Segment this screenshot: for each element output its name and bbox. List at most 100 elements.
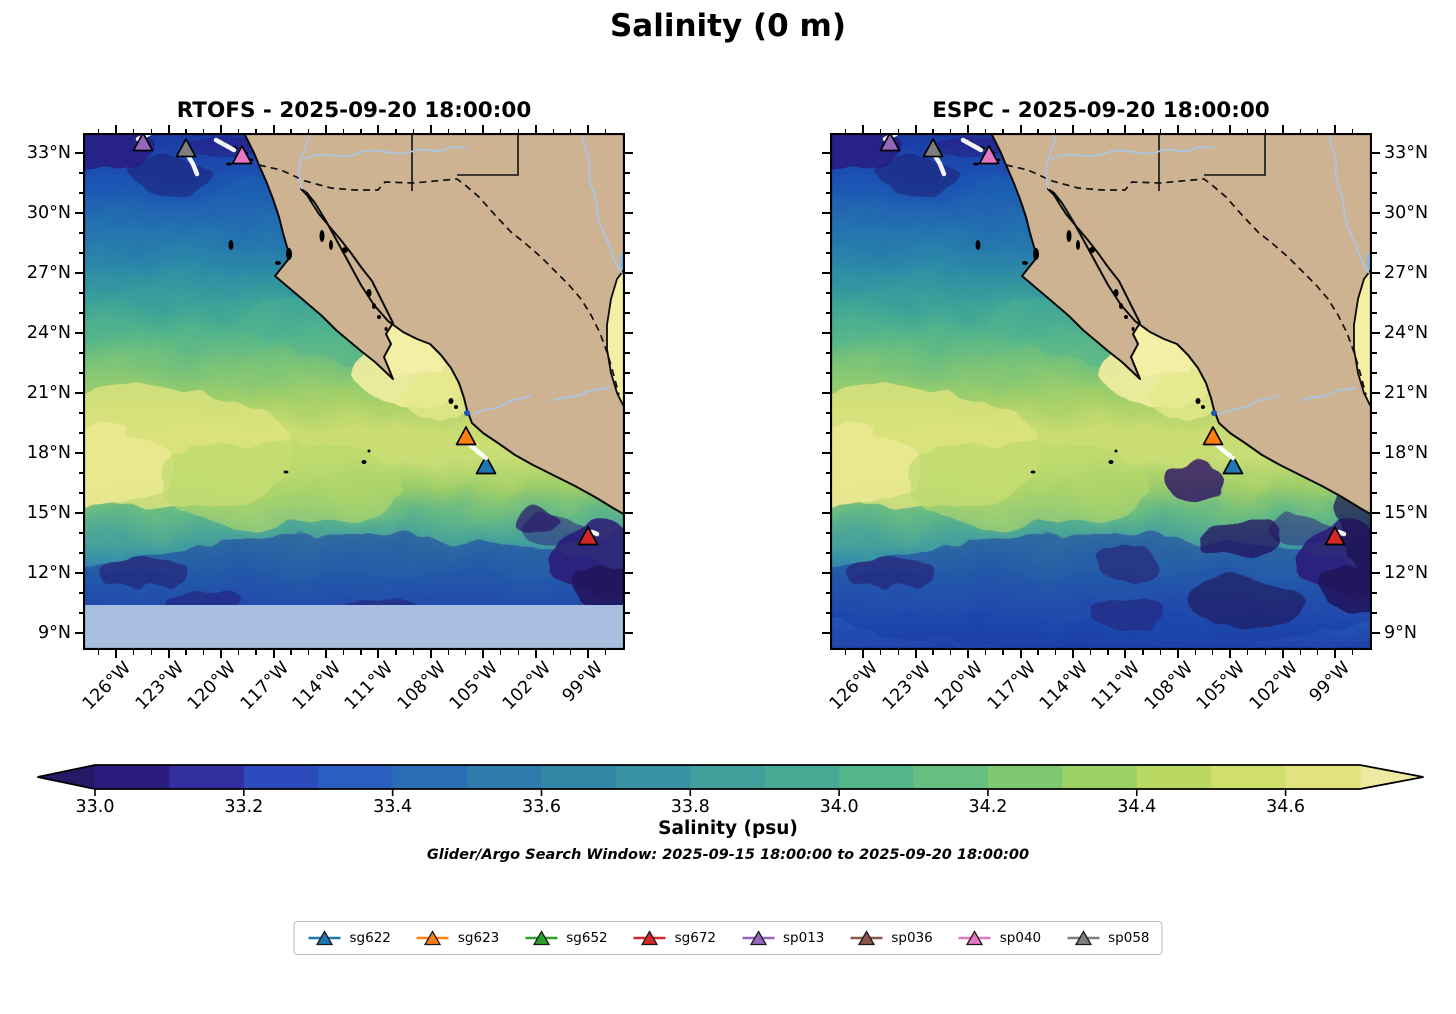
axis-tick xyxy=(625,632,633,634)
lat-tick-label: 27°N xyxy=(26,263,71,283)
axis-tick xyxy=(1159,650,1162,655)
legend-item-sp036: sp036 xyxy=(848,928,933,948)
legend-marker-sp058 xyxy=(1067,930,1100,946)
axis-tick xyxy=(78,592,83,594)
legend-label-sg623: sg623 xyxy=(457,930,500,946)
glider-marker-sg623 xyxy=(1202,426,1224,446)
axis-tick xyxy=(78,472,83,474)
axis-tick xyxy=(1317,650,1319,655)
axis-tick xyxy=(1372,172,1377,174)
glider-marker-sp013 xyxy=(132,133,154,152)
espc-salinity-map xyxy=(830,133,1372,650)
axis-tick xyxy=(167,650,170,658)
axis-tick xyxy=(150,650,152,655)
colorbar-tick xyxy=(1284,789,1287,796)
colorbar-segment xyxy=(1136,765,1212,789)
axis-tick xyxy=(845,650,847,655)
panel-rtofs: RTOFS - 2025-09-20 18:00:00 9°N 12°N 15°N 1… xyxy=(27,98,633,714)
colorbar-bar xyxy=(37,764,1424,796)
colorbar-outline xyxy=(37,764,1424,790)
legend-marker-sg672 xyxy=(633,930,666,946)
glider-marker-sp040 xyxy=(231,145,253,165)
axis-tick xyxy=(1372,392,1380,394)
axis-tick xyxy=(1194,128,1196,133)
axis-tick xyxy=(237,128,240,133)
colorbar-tick-label: 34.4 xyxy=(1117,797,1157,817)
axis-tick xyxy=(625,352,630,354)
axis-tick xyxy=(552,128,554,133)
lon-tick-label: 99°W xyxy=(1305,658,1355,707)
axis-tick xyxy=(1176,125,1179,133)
axis-tick xyxy=(822,152,830,154)
axis-tick xyxy=(1372,472,1377,474)
axis-tick xyxy=(625,292,630,294)
legend-marker-sp013 xyxy=(742,930,774,946)
legend-item-sg623: sg623 xyxy=(415,928,499,948)
axis-tick xyxy=(1212,650,1214,655)
axis-tick xyxy=(133,650,135,655)
axis-tick xyxy=(500,128,502,133)
axis-tick xyxy=(1372,292,1377,294)
axis-tick xyxy=(984,128,987,133)
axis-tick xyxy=(897,128,899,133)
axis-tick xyxy=(862,125,865,133)
axis-tick xyxy=(984,650,987,655)
figure-title: Salinity (0 m) xyxy=(609,8,846,44)
lon-tick-label: 126°W xyxy=(826,658,883,715)
axis-tick xyxy=(1372,572,1380,574)
axis-tick xyxy=(1372,532,1377,534)
axis-tick xyxy=(1264,650,1266,655)
legend-marker-sg623 xyxy=(416,930,449,946)
axis-tick xyxy=(1372,592,1377,594)
axis-tick xyxy=(75,392,83,394)
colorbar-tick xyxy=(391,789,394,796)
search-window-footnote: Glider/Argo Search Window: 2025-09-15 18… xyxy=(426,847,1030,863)
lon-tick-label: 114°W xyxy=(1035,658,1093,715)
glider-marker-sp058 xyxy=(175,138,197,158)
legend-item-sp013: sp013 xyxy=(740,928,824,948)
colorbar-tick-label: 33.0 xyxy=(75,797,115,817)
axis-tick xyxy=(1281,650,1284,658)
axis-tick xyxy=(1352,650,1354,655)
axis-tick xyxy=(605,128,607,133)
axis-tick xyxy=(290,650,292,655)
axis-tick xyxy=(1372,372,1377,374)
axis-tick xyxy=(825,592,830,594)
glider-track-sp040 xyxy=(960,137,984,153)
glider-marker-sp013 xyxy=(879,133,901,152)
axis-tick xyxy=(1229,125,1232,133)
axis-tick xyxy=(78,192,83,194)
axis-tick xyxy=(360,650,362,655)
axis-tick xyxy=(1107,650,1109,655)
colorbar-segment xyxy=(169,765,245,789)
axis-tick xyxy=(605,650,607,655)
lon-tick-label: 117°W xyxy=(983,658,1040,715)
axis-tick xyxy=(825,292,830,294)
lat-tick-label: 33°N xyxy=(26,143,71,163)
axis-tick xyxy=(220,125,223,133)
axis-tick xyxy=(1372,512,1380,514)
lat-tick-label: 30°N xyxy=(26,203,71,223)
axis-tick xyxy=(845,128,847,133)
colorbar-tick xyxy=(540,789,543,796)
axis-tick xyxy=(825,552,830,554)
axis-tick xyxy=(255,128,257,133)
axis-tick xyxy=(1264,128,1266,133)
axis-tick xyxy=(1372,152,1380,154)
axis-tick xyxy=(75,452,83,454)
axis-tick xyxy=(625,572,633,574)
axis-tick xyxy=(75,572,83,574)
axis-tick xyxy=(167,125,170,133)
axis-tick xyxy=(465,650,467,655)
axis-tick xyxy=(1372,232,1377,234)
axis-tick xyxy=(1142,128,1144,133)
axis-tick xyxy=(1037,128,1039,133)
lon-tick-label: 111°W xyxy=(341,658,398,715)
axis-tick xyxy=(115,125,118,133)
axis-tick xyxy=(1176,650,1179,658)
axis-tick xyxy=(237,650,240,655)
axis-tick xyxy=(78,552,83,554)
axis-tick xyxy=(115,650,118,658)
lon-tick-label: 120°W xyxy=(931,658,988,715)
axis-tick xyxy=(78,292,83,294)
